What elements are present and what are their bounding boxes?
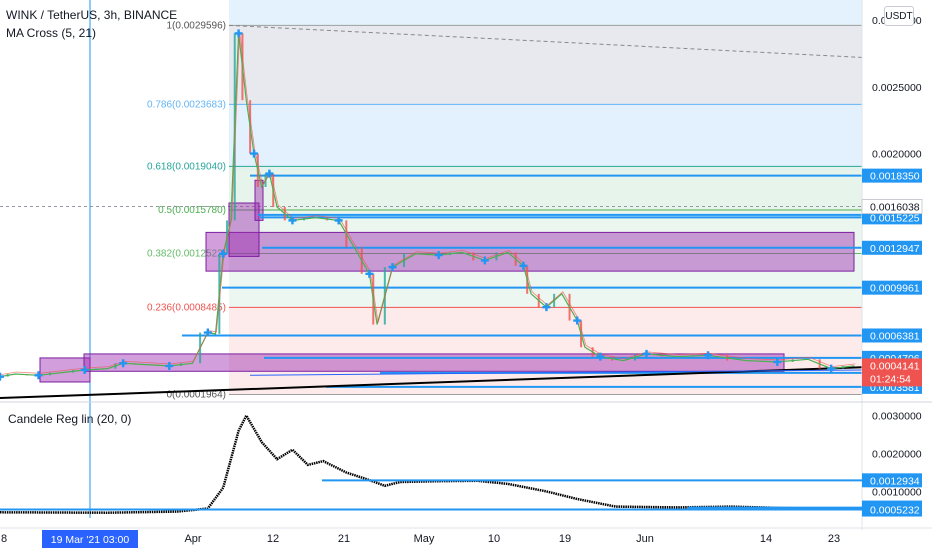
sub-tick-label: 0.0010000	[872, 486, 922, 498]
dashed-trendline	[228, 24, 863, 58]
ma-cross-marker	[596, 352, 605, 361]
time-tick-label: Jun	[636, 533, 654, 545]
ma-cross-marker	[249, 149, 258, 158]
ma-cross-marker	[234, 29, 243, 38]
ma-cross-marker	[704, 351, 713, 360]
price-tick-label: 0.0025000	[872, 82, 922, 94]
ma-cross-marker	[119, 359, 128, 368]
time-tick-label: 21	[338, 533, 350, 545]
level-badge-label: 0.0018350	[870, 171, 920, 183]
fib-level-label: 0.5(0.0015780)	[158, 205, 226, 216]
ma-cross-marker	[203, 328, 212, 337]
fib-zone	[229, 166, 862, 210]
fib-level-label: 0.786(0.0023683)	[147, 99, 226, 110]
trendline-black[interactable]	[0, 366, 863, 399]
sub-level-label: 0.0005232	[870, 505, 920, 517]
price-tick-label: 0.0020000	[872, 149, 922, 161]
sub-level-badge	[862, 473, 922, 488]
fib-level-label: 0.236(0.0008485)	[147, 302, 226, 313]
trendline-blue	[249, 369, 863, 376]
time-tick-label: Apr	[184, 533, 201, 545]
zone-box[interactable]	[254, 179, 264, 221]
sub-level-badge	[862, 502, 922, 517]
price-line	[0, 31, 856, 375]
indicator-ma-cross-label: MA Cross (5, 21)	[6, 26, 97, 40]
price-axis-bg	[862, 0, 932, 550]
ma-cross-marker	[34, 371, 43, 380]
ma-cross-marker	[542, 303, 551, 312]
level-badge-label: 0.0009961	[870, 283, 920, 295]
fib-zone	[229, 253, 862, 308]
ma-cross-marker	[519, 261, 528, 270]
ma-cross-marker	[388, 263, 397, 272]
currency-button[interactable]: USDT	[884, 6, 914, 26]
time-cursor-badge	[42, 530, 138, 548]
level-badge	[862, 280, 922, 295]
ma-cross-marker	[288, 216, 297, 225]
time-tick-label: 23	[828, 533, 840, 545]
time-tick-label: 8	[1, 533, 7, 545]
sub-level-label: 0.0012934	[870, 475, 920, 487]
time-tick-label: 14	[760, 533, 772, 545]
ma-cross-marker	[334, 216, 343, 225]
ma-cross-marker	[773, 357, 782, 366]
ma-cross-marker	[480, 256, 489, 265]
zone-box[interactable]	[205, 231, 855, 272]
time-tick-label: 19	[559, 533, 571, 545]
time-tick-label: May	[414, 533, 435, 545]
fib-level-label: 1(0.0029596)	[167, 20, 227, 31]
ma-cross-marker	[0, 372, 4, 381]
countdown-label: 01:24:54	[870, 373, 911, 385]
level-badge	[862, 328, 922, 343]
ma-cross-marker	[827, 364, 836, 373]
ma-cross-marker	[80, 365, 89, 374]
fib-zone	[229, 104, 862, 167]
indicator-reg-lin-label: Candele Reg lin (20, 0)	[8, 412, 132, 426]
last-price-badge	[862, 358, 922, 387]
ma-cross-marker	[165, 361, 174, 370]
fib-level-label: 0.618(0.0019040)	[147, 161, 226, 172]
last-price-label: 0.0004141	[870, 360, 920, 372]
ma-cross-marker	[642, 349, 651, 358]
level-badge	[862, 240, 922, 255]
level-badge-label: 0.0015225	[870, 212, 920, 224]
ma-cross-marker	[434, 251, 443, 260]
level-badge-label: 0.0012947	[870, 243, 920, 255]
crosshair-price-badge	[861, 199, 923, 215]
ma-cross-marker	[365, 269, 374, 278]
level-badge	[862, 168, 922, 183]
level-badge-label: 0.0006381	[870, 330, 920, 342]
fib-level-label: 0.382(0.0012522)	[147, 248, 226, 259]
time-cursor-label: 19 Mar '21 03:00	[51, 534, 130, 546]
ma-cross-marker	[265, 169, 274, 178]
sub-tick-label: 0.0020000	[872, 449, 922, 461]
crosshair-price-label: 0.0016038	[870, 202, 920, 214]
fib-zone	[229, 307, 862, 395]
ma-cross-marker	[219, 249, 228, 258]
fib-zone	[229, 25, 862, 105]
ma-cross-marker	[573, 316, 582, 325]
sub-tick-label: 0.0030000	[872, 411, 922, 423]
time-tick-label: 12	[267, 533, 279, 545]
symbol-title: WINK / TetherUS, 3h, BINANCE	[6, 8, 178, 22]
fib-level-label: 0(0.0001964)	[167, 389, 227, 400]
time-tick-label: 10	[488, 533, 500, 545]
